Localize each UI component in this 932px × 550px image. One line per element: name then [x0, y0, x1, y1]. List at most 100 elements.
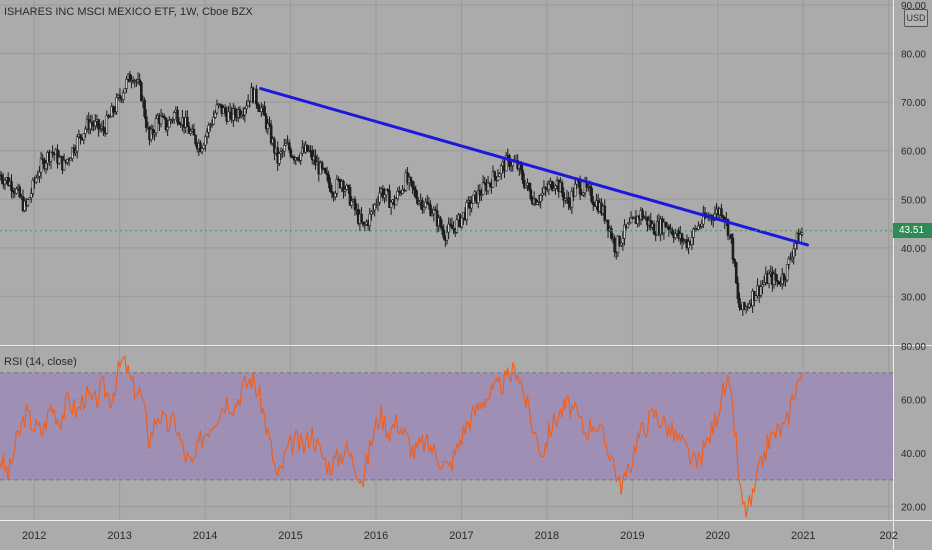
candle-body: [537, 201, 541, 203]
candle-body: [623, 224, 626, 239]
candle-body: [529, 189, 533, 199]
candle-body: [562, 192, 565, 201]
candle-body: [212, 117, 215, 125]
candle-body: [278, 153, 281, 164]
candle-body: [439, 217, 442, 227]
candle-body: [284, 143, 288, 146]
candle-body: [626, 223, 630, 228]
candle-body: [759, 286, 763, 296]
candle-body: [422, 206, 426, 210]
candle-body: [547, 183, 551, 190]
candle-body: [215, 104, 219, 114]
candle-body: [401, 189, 404, 194]
candle-body: [682, 240, 685, 243]
candle-body: [720, 208, 723, 217]
candle-body: [375, 203, 378, 206]
candle-body: [192, 128, 196, 136]
x-tick-label: 2013: [107, 530, 131, 542]
candle-body: [603, 205, 607, 222]
candle-body: [784, 279, 787, 282]
candle-body: [573, 183, 577, 197]
price-tick-label: 90.00: [901, 1, 926, 12]
candle-body: [373, 204, 376, 211]
candle-body: [434, 209, 437, 211]
price-tick-label: 70.00: [901, 98, 926, 109]
candle-body: [554, 185, 557, 189]
candle-body: [0, 174, 3, 181]
candle-body: [496, 176, 500, 181]
candle-body: [123, 88, 127, 94]
candle-body: [335, 178, 339, 194]
candle-body: [670, 229, 674, 235]
candle-body: [213, 112, 217, 118]
candle-body: [163, 115, 166, 119]
candle-body: [578, 181, 582, 195]
candle-body: [151, 128, 155, 135]
candle-body: [29, 193, 33, 199]
candle-body: [378, 192, 381, 203]
candle-body: [702, 212, 705, 225]
candle-body: [57, 156, 61, 164]
x-tick-label: 2018: [535, 530, 559, 542]
candle-body: [582, 192, 585, 196]
rsi-plot: [0, 355, 803, 518]
candle-body: [394, 198, 398, 206]
candle-body: [98, 128, 102, 130]
candle-body: [66, 158, 69, 163]
candle-body: [347, 184, 350, 188]
candle-body: [327, 174, 330, 184]
candle-body: [629, 217, 633, 224]
candle-body: [427, 203, 431, 206]
rsi-line: [0, 355, 803, 518]
candle-body: [28, 197, 31, 200]
candle-body: [692, 228, 695, 238]
x-tick-label: 2020: [706, 530, 730, 542]
candle-body: [371, 209, 375, 212]
candle-body: [329, 182, 332, 192]
candle-body: [269, 124, 273, 144]
candle-body: [320, 162, 324, 169]
candle-body: [480, 194, 483, 197]
trendline[interactable]: [259, 87, 810, 247]
price-candles: [0, 71, 804, 316]
candle-body: [39, 158, 43, 173]
rsi-title: RSI (14, close): [4, 356, 77, 368]
candle-body: [789, 258, 792, 260]
price-tick-label: 30.00: [901, 292, 926, 303]
candle-body: [194, 134, 197, 145]
candle-body: [44, 162, 48, 169]
rsi-tick-label: 40.00: [901, 449, 926, 460]
candle-body: [75, 136, 79, 152]
rsi-tick-label: 20.00: [901, 503, 926, 514]
candle-body: [205, 131, 209, 138]
candle-body: [389, 202, 393, 208]
candle-body: [481, 182, 485, 196]
candle-body: [200, 148, 204, 153]
candle-body: [246, 100, 250, 107]
candle-body: [448, 223, 452, 226]
candle-body: [424, 201, 427, 208]
candle-body: [606, 219, 610, 231]
candle-body: [536, 201, 539, 205]
candle-body: [534, 198, 538, 205]
candle-body: [542, 187, 546, 194]
candle-body: [567, 197, 570, 205]
candle-body: [227, 111, 230, 122]
currency-badge[interactable]: USD: [904, 9, 928, 27]
candle-body: [360, 213, 363, 223]
x-tick-label: 2019: [620, 530, 644, 542]
candle-body: [361, 221, 365, 225]
candle-body: [560, 182, 564, 193]
candle-body: [38, 171, 41, 177]
candle-body: [199, 142, 202, 153]
candle-body: [204, 136, 207, 146]
candle-body: [761, 284, 764, 287]
candle-body: [342, 181, 345, 192]
candle-body: [268, 123, 271, 126]
candle-body: [442, 229, 446, 238]
candle-body: [499, 165, 503, 174]
candle-body: [266, 123, 270, 129]
candle-body: [3, 179, 7, 185]
